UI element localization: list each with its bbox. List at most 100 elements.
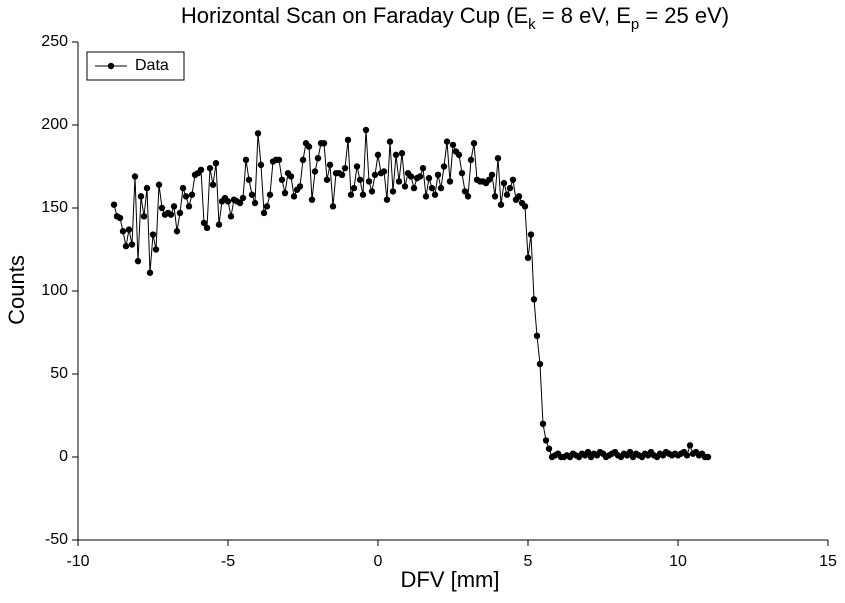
data-point: [524, 254, 532, 261]
data-point: [116, 214, 124, 222]
data-point: [470, 140, 478, 147]
y-tick-label: 0: [59, 448, 68, 465]
data-point: [275, 156, 283, 164]
data-point: [143, 184, 151, 192]
data-point: [326, 161, 334, 169]
data-point: [200, 219, 208, 227]
data-point: [128, 241, 136, 248]
data-point: [179, 184, 187, 192]
data-point: [440, 163, 448, 170]
data-point: [176, 209, 184, 217]
legend-box: [86, 51, 185, 81]
data-point: [683, 452, 691, 459]
data-point: [407, 173, 415, 180]
data-point: [410, 184, 418, 192]
data-point: [491, 193, 499, 200]
data-point: [353, 163, 361, 170]
data-point: [260, 209, 268, 217]
data-point: [119, 228, 127, 235]
data-point: [446, 178, 454, 185]
data-point: [545, 445, 553, 452]
data-point: [215, 221, 223, 228]
title-part: k: [528, 16, 536, 33]
data-point: [686, 442, 694, 449]
data-point: [188, 191, 196, 198]
y-tick-label: 50: [50, 365, 68, 382]
data-point: [392, 151, 400, 159]
data-point: [368, 188, 376, 195]
data-point: [311, 168, 319, 175]
data-point: [422, 193, 430, 200]
data-point: [236, 199, 244, 207]
data-point: [341, 164, 349, 172]
data-point: [416, 173, 424, 180]
data-point: [263, 203, 271, 210]
data-point: [182, 193, 190, 200]
data-point: [329, 203, 337, 210]
data-point: [185, 203, 193, 210]
x-tick-label: 0: [374, 553, 383, 570]
data-point: [134, 257, 142, 265]
data-point: [146, 269, 154, 276]
data-point: [527, 231, 535, 238]
data-point: [626, 448, 634, 456]
data-point: [227, 213, 235, 220]
data-point: [542, 437, 550, 444]
data-point: [536, 360, 544, 368]
data-point: [401, 183, 409, 190]
data-point: [434, 171, 442, 178]
data-point: [239, 194, 247, 202]
data-point: [344, 136, 352, 144]
legend-marker: [107, 62, 115, 70]
data-point: [347, 191, 355, 198]
data-point: [173, 228, 181, 235]
data-point: [245, 176, 253, 183]
data-point: [488, 171, 496, 178]
data-point: [248, 191, 256, 198]
data-point: [383, 196, 391, 203]
data-point: [314, 155, 322, 162]
data-point: [305, 143, 313, 150]
data-point: [380, 168, 388, 175]
data-point: [461, 188, 469, 195]
data-point: [197, 166, 205, 174]
data-point: [170, 203, 178, 210]
data-point: [338, 171, 346, 178]
data-point: [242, 156, 250, 164]
data-point: [437, 184, 445, 192]
data-point: [425, 174, 433, 182]
y-tick-label: 200: [41, 116, 68, 133]
data-point: [500, 179, 508, 187]
data-point: [428, 184, 436, 192]
data-point: [485, 176, 493, 183]
data-point: [539, 420, 547, 427]
x-tick-label: -10: [66, 553, 89, 570]
data-point: [515, 193, 523, 200]
y-tick-label: 100: [41, 282, 68, 299]
title-part: = 25 eV): [639, 3, 729, 28]
data-point: [371, 171, 379, 178]
data-point: [494, 155, 502, 162]
data-point: [584, 448, 592, 456]
data-point: [365, 178, 373, 185]
data-point: [257, 161, 265, 169]
data-point: [419, 164, 427, 172]
x-tick-label: -5: [221, 553, 235, 570]
data-point: [704, 453, 712, 461]
y-tick-label: 250: [41, 33, 68, 50]
data-point: [290, 193, 298, 200]
data-point: [122, 242, 130, 250]
data-point: [251, 199, 259, 207]
data-point: [521, 203, 529, 210]
data-point: [395, 178, 403, 185]
data-point: [131, 173, 139, 180]
data-point: [149, 231, 157, 238]
data-point: [266, 191, 274, 198]
data-point: [278, 176, 286, 183]
data-point: [320, 140, 328, 147]
data-point: [206, 164, 214, 172]
data-point: [467, 156, 475, 164]
y-axis-label: Counts: [4, 255, 29, 325]
data-point: [497, 201, 505, 208]
